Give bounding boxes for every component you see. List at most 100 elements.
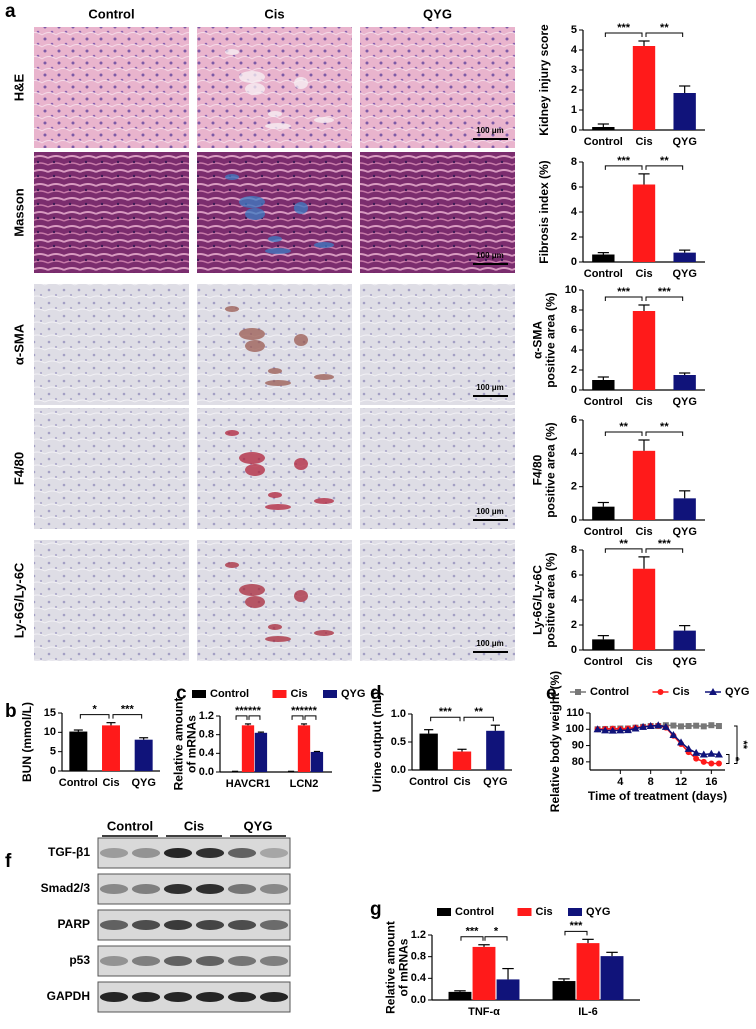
significance-label: *** [248, 705, 262, 717]
significance-bracket [248, 715, 261, 720]
legend-swatch [192, 690, 206, 698]
panel-label: f [5, 851, 12, 872]
blot-strip [97, 981, 291, 1013]
significance-label: *** [658, 538, 672, 550]
x-tick-label: Control [409, 776, 448, 788]
blot-band [99, 848, 129, 858]
marker [715, 760, 722, 767]
x-tick-label: Cis [635, 268, 652, 280]
marker [715, 723, 722, 730]
x-tick-label: Control [584, 396, 623, 408]
significance-label: *** [121, 704, 135, 716]
error-bar [597, 376, 609, 380]
x-tick-label: QYG [672, 268, 696, 280]
blot-band [163, 884, 193, 894]
y-tick-label: 110 [566, 707, 584, 719]
error-bar [244, 723, 252, 726]
stain [225, 430, 239, 436]
significance-bracket [645, 32, 684, 37]
x-tick-label: HAVCR1 [226, 778, 270, 790]
marker [623, 726, 632, 734]
blot-protein-label: p53 [69, 953, 90, 967]
x-axis-label: Time of treatment (days) [588, 789, 727, 803]
y-tick-label: 0 [571, 256, 577, 268]
significance-bracket [291, 715, 304, 720]
legend-swatch [272, 690, 287, 698]
significance-label: ** [619, 538, 628, 550]
marker [677, 738, 686, 746]
significance-bracket [645, 548, 684, 553]
x-tick-label: Cis [635, 526, 652, 538]
x-tick-label: QYG [672, 656, 696, 668]
marker [700, 758, 707, 765]
blot-band [227, 956, 257, 966]
y-tick-label: 2 [571, 84, 577, 96]
significance-label: ** [660, 421, 669, 433]
y-axis-label: Ly-6G/Ly-6C [531, 565, 545, 635]
blot-strip [97, 909, 291, 941]
significance-bracket [734, 725, 738, 764]
column-label: QYG [423, 6, 452, 21]
blot-band [195, 920, 225, 930]
error-bar [679, 490, 691, 499]
significance-label: ** [619, 421, 628, 433]
blot-group-label: Cis [184, 818, 204, 833]
x-tick-label: Control [584, 268, 623, 280]
marker [709, 688, 717, 695]
stain [265, 636, 291, 642]
blot-band [195, 956, 225, 966]
stain [245, 596, 265, 608]
stain [239, 452, 265, 464]
y-tick-label: 1 [571, 104, 577, 116]
marker [608, 726, 617, 734]
significance-bracket [604, 32, 643, 37]
error-bar [582, 938, 594, 944]
blot-group-label: QYG [244, 818, 273, 833]
marker [714, 750, 723, 758]
error-bar [300, 723, 308, 726]
marker [616, 726, 625, 734]
marker [654, 721, 663, 729]
blot-protein-label: PARP [58, 917, 90, 931]
significance-bracket [430, 716, 461, 722]
error-bar [558, 978, 570, 982]
legend-label: QYG [341, 688, 365, 700]
histology-image [360, 408, 515, 529]
bar [632, 184, 656, 262]
error-bar [679, 372, 691, 375]
blot-protein-label: TGF-β1 [48, 845, 90, 859]
y-tick-label: 3 [571, 64, 577, 76]
histology-image [197, 27, 352, 148]
x-tick-label: Cis [635, 656, 652, 668]
y-tick-label: 0.0 [199, 766, 214, 778]
y-tick-label: 15 [44, 707, 56, 719]
histology-image [197, 284, 352, 405]
x-tick-label: 16 [705, 776, 717, 788]
stain [268, 236, 282, 242]
stain [314, 630, 334, 636]
y-tick-label: 2 [571, 231, 577, 243]
x-tick-label: QYG [672, 136, 696, 148]
y-tick-label: 10 [44, 726, 56, 738]
x-tick-label: QYG [672, 526, 696, 538]
significance-bracket [604, 165, 643, 170]
blot-strip [97, 837, 291, 869]
bar [673, 630, 696, 650]
significance-label: ** [737, 740, 749, 749]
significance-bracket [112, 714, 143, 719]
bar [592, 380, 615, 390]
bar [632, 568, 656, 650]
y-tick-label: 100 [566, 723, 584, 735]
y-tick-label: 0 [50, 765, 56, 777]
y-tick-label: 0.4 [199, 747, 215, 759]
marker [601, 726, 610, 734]
blot-band [163, 920, 193, 930]
bar [592, 127, 615, 130]
y-tick-label: 1.0 [391, 708, 406, 720]
y-tick-label: 0.4 [411, 972, 427, 984]
bar [452, 751, 472, 770]
blot-strip [97, 873, 291, 905]
error-bar [597, 635, 609, 640]
panel-label: g [370, 899, 382, 920]
bar [297, 725, 311, 772]
